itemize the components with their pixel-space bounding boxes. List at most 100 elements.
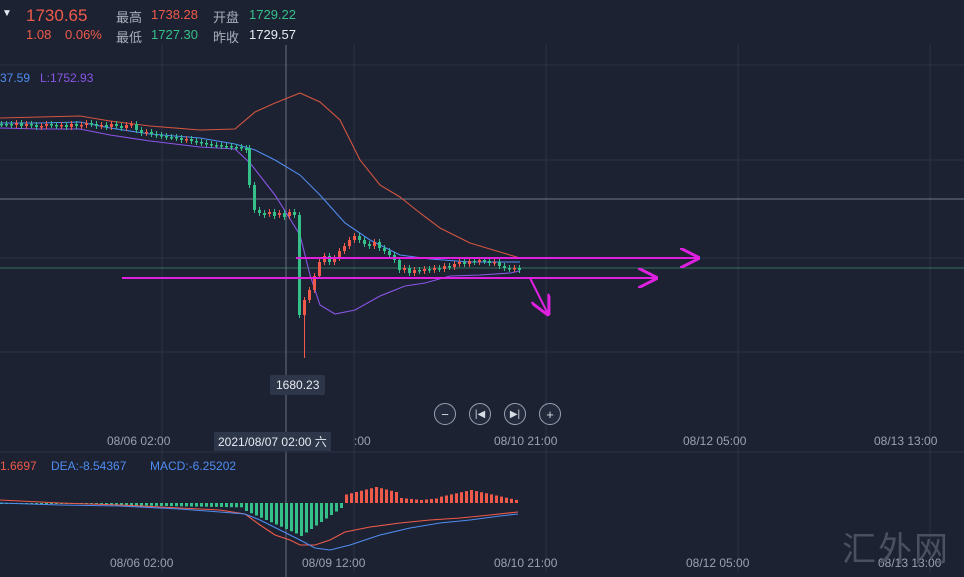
candle-95 <box>473 258 476 265</box>
candle-body <box>180 138 183 140</box>
macd-bar-68 <box>340 503 343 508</box>
candle-body <box>288 212 291 216</box>
macd-bar-102 <box>510 498 513 503</box>
candle-body <box>398 260 401 270</box>
candle-87 <box>433 265 436 273</box>
candle-body <box>433 268 436 270</box>
watermark-logo: 汇外网 <box>842 530 950 570</box>
candle-36 <box>180 135 183 143</box>
candle-83 <box>413 267 416 276</box>
candle-39 <box>195 138 198 145</box>
macd-pane <box>0 487 519 551</box>
macd-bar-28 <box>140 503 143 506</box>
candle-body <box>65 125 68 127</box>
macd-bar-101 <box>505 497 508 503</box>
macd-dif-line <box>0 499 519 546</box>
macd-bar-103 <box>515 499 518 503</box>
zoom-in-icon[interactable]: + <box>539 403 561 425</box>
candle-body <box>175 137 178 139</box>
candle-81 <box>403 265 406 273</box>
candle-body <box>508 268 511 270</box>
candle-body <box>513 268 516 270</box>
candle-49 <box>245 145 248 153</box>
candle-5 <box>25 121 28 129</box>
boll-lower-legend: L:1752.93 <box>40 71 94 85</box>
candle-body <box>308 290 311 300</box>
candle-40 <box>200 139 203 146</box>
skip-back-icon[interactable]: |◀ <box>469 403 491 425</box>
candle-75 <box>373 239 376 249</box>
macd-bar-82 <box>410 499 413 503</box>
macd-bar-37 <box>185 503 188 507</box>
candle-body <box>15 123 18 125</box>
candle-53 <box>263 210 266 218</box>
macd-bar-67 <box>335 503 338 512</box>
last-price: 1730.65 <box>26 6 88 25</box>
macd-bar-84 <box>420 500 423 503</box>
candle-body <box>468 261 471 264</box>
candle-34 <box>170 134 173 140</box>
candle-27 <box>135 121 138 133</box>
macd-bar-58 <box>290 503 293 532</box>
candle-body <box>95 124 98 126</box>
candle-62 <box>308 287 311 303</box>
candle-68 <box>338 248 341 261</box>
candle-43 <box>215 142 218 148</box>
candle-7 <box>35 122 38 130</box>
macd-bar-95 <box>475 491 478 503</box>
macd-bar-44 <box>220 503 223 507</box>
zoom-out-icon[interactable]: − <box>434 403 456 425</box>
candle-74 <box>368 241 371 249</box>
candle-37 <box>185 136 188 143</box>
macd-bar-42 <box>210 503 213 507</box>
caret-down-icon[interactable]: ▼ <box>2 8 12 19</box>
candle-32 <box>160 132 163 139</box>
candle-body <box>518 268 521 270</box>
candle-body <box>423 269 426 271</box>
candle-88 <box>438 265 441 272</box>
candle-body <box>263 213 266 215</box>
macd-bar-48 <box>240 503 243 508</box>
candle-body <box>453 264 456 267</box>
candle-body <box>235 147 238 149</box>
candle-84 <box>418 267 421 274</box>
price-change: 1.08 <box>26 27 52 42</box>
candle-body <box>273 212 276 216</box>
candle-86 <box>428 266 431 273</box>
macd-bar-45 <box>225 503 228 508</box>
skip-forward-icon[interactable]: ▶| <box>504 403 526 425</box>
candle-58 <box>288 209 291 219</box>
candle-body <box>220 145 223 147</box>
macd-bar-10 <box>50 503 53 504</box>
candle-body <box>488 261 491 263</box>
boll-mid-legend: 37.59 <box>0 71 31 85</box>
candle-52 <box>258 207 261 216</box>
open-value: 1729.22 <box>249 7 296 22</box>
macd-dea-line <box>0 502 519 551</box>
candle-24 <box>120 123 123 131</box>
candle-60 <box>298 212 301 318</box>
boll-mid-line <box>0 121 520 263</box>
macd-bar-61 <box>305 503 308 533</box>
prev-close-label: 昨收 <box>213 30 240 45</box>
macd-bar-51 <box>255 503 258 516</box>
x-tick-main-0: 08/06 02:00 <box>107 434 171 448</box>
macd-bar-55 <box>275 503 278 525</box>
macd-bar-59 <box>295 503 298 534</box>
candle-body <box>115 124 118 126</box>
candle-98 <box>488 258 491 266</box>
candle-body <box>155 134 158 136</box>
candle-8 <box>40 123 43 130</box>
candle-90 <box>448 263 451 270</box>
candle-body <box>253 185 256 210</box>
candle-55 <box>273 209 276 219</box>
candle-body <box>130 124 133 126</box>
x-tick-main-1: :00 <box>354 434 371 448</box>
candle-14 <box>70 121 73 130</box>
price-change-percent: 0.06% <box>65 27 102 42</box>
candle-body <box>120 126 123 128</box>
candle-51 <box>253 182 256 213</box>
candle-body <box>338 251 341 258</box>
candle-body <box>150 132 153 134</box>
